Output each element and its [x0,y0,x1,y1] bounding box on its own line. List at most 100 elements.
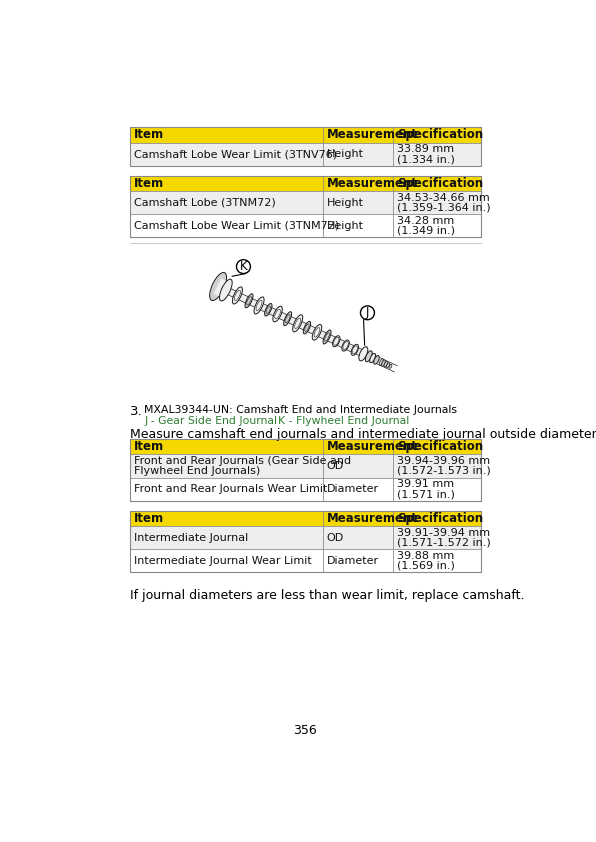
Bar [323,191,393,214]
Text: Flywheel End Journals): Flywheel End Journals) [134,466,260,476]
Text: Specification: Specification [397,177,483,190]
Bar [393,455,480,477]
Text: Specification: Specification [397,440,483,453]
Text: Specification: Specification [397,512,483,525]
Bar [131,439,323,455]
Text: Intermediate Journal: Intermediate Journal [134,533,249,542]
Text: Front and Rear Journals Wear Limit: Front and Rear Journals Wear Limit [134,484,328,494]
Ellipse shape [219,280,232,301]
Bar [393,176,480,191]
Text: Camshaft Lobe Wear Limit (3TNM72): Camshaft Lobe Wear Limit (3TNM72) [134,221,340,231]
Bar [131,214,323,237]
Text: 34.28 mm: 34.28 mm [397,216,454,226]
Text: MXAL39344-UN: Camshaft End and Intermediate Journals: MXAL39344-UN: Camshaft End and Intermedi… [144,405,457,415]
Text: OD: OD [327,533,344,542]
Ellipse shape [342,340,349,351]
Text: Measurement: Measurement [327,129,418,141]
Bar [323,439,393,455]
Ellipse shape [381,360,385,366]
Text: (1.572-1.573 in.): (1.572-1.573 in.) [397,466,491,476]
Ellipse shape [293,315,303,332]
Text: 39.88 mm: 39.88 mm [397,551,454,561]
Bar [131,142,323,166]
Bar [131,176,480,237]
Text: Height: Height [327,149,364,159]
Bar [323,477,393,501]
Bar [131,511,480,573]
Ellipse shape [210,273,226,301]
Ellipse shape [389,365,392,368]
Ellipse shape [351,344,359,355]
Text: 3.: 3. [131,405,143,418]
Bar [393,127,480,142]
Bar [393,526,480,549]
Text: Height: Height [327,221,364,231]
Bar [131,511,323,526]
Polygon shape [213,281,370,360]
Text: Camshaft Lobe (3TNM72): Camshaft Lobe (3TNM72) [134,198,276,208]
Bar [131,477,323,501]
Bar [131,439,480,501]
Text: 39.94-39.96 mm: 39.94-39.96 mm [397,456,490,466]
Polygon shape [368,354,383,365]
Text: Measurement: Measurement [327,512,418,525]
Ellipse shape [303,322,311,334]
Bar [323,214,393,237]
Text: K: K [240,260,247,273]
Ellipse shape [273,306,283,322]
Text: Item: Item [134,512,164,525]
Text: J: J [366,306,369,319]
Ellipse shape [232,287,243,304]
Bar [323,127,393,142]
Ellipse shape [365,351,372,362]
Text: Measurement: Measurement [327,440,418,453]
Bar [131,455,323,477]
Text: Item: Item [134,440,164,453]
Bar [131,549,323,573]
Ellipse shape [370,354,375,363]
Text: 33.89 mm: 33.89 mm [397,144,454,154]
Ellipse shape [265,303,272,316]
Bar [323,526,393,549]
Text: Item: Item [134,177,164,190]
Text: 356: 356 [294,724,317,737]
Text: (1.569 in.): (1.569 in.) [397,561,455,571]
Text: Height: Height [327,198,364,208]
Ellipse shape [254,297,264,314]
Text: J - Gear Side End Journal: J - Gear Side End Journal [144,416,277,426]
Bar [393,511,480,526]
Text: (1.349 in.): (1.349 in.) [397,226,455,236]
Bar [131,176,323,191]
Text: If journal diameters are less than wear limit, replace camshaft.: If journal diameters are less than wear … [131,589,525,602]
Ellipse shape [312,324,322,340]
Bar [323,176,393,191]
Ellipse shape [333,336,340,347]
Text: Camshaft Lobe Wear Limit (3TNV76): Camshaft Lobe Wear Limit (3TNV76) [134,149,337,159]
Bar [131,127,480,166]
Text: 39.91 mm: 39.91 mm [397,479,454,489]
Ellipse shape [374,355,379,365]
Text: (1.571-1.572 in.): (1.571-1.572 in.) [397,537,491,547]
Polygon shape [214,279,230,298]
Bar [323,455,393,477]
Bar [393,439,480,455]
Ellipse shape [379,359,383,365]
Bar [323,142,393,166]
Text: Measure camshaft end journals and intermediate journal outside diameters.: Measure camshaft end journals and interm… [131,429,596,441]
Text: Diameter: Diameter [327,484,379,494]
Text: 34.53-34.66 mm: 34.53-34.66 mm [397,193,490,203]
Bar [393,549,480,573]
Bar [131,526,323,549]
Bar [323,511,393,526]
Text: Specification: Specification [397,129,483,141]
Text: (1.571 in.): (1.571 in.) [397,489,455,499]
Text: (1.359-1.364 in.): (1.359-1.364 in.) [397,203,491,213]
Text: OD: OD [327,461,344,471]
Bar [393,477,480,501]
Bar [393,191,480,214]
Text: Item: Item [134,129,164,141]
Text: Intermediate Journal Wear Limit: Intermediate Journal Wear Limit [134,556,312,566]
Bar [393,142,480,166]
Ellipse shape [323,330,331,344]
Bar [393,214,480,237]
